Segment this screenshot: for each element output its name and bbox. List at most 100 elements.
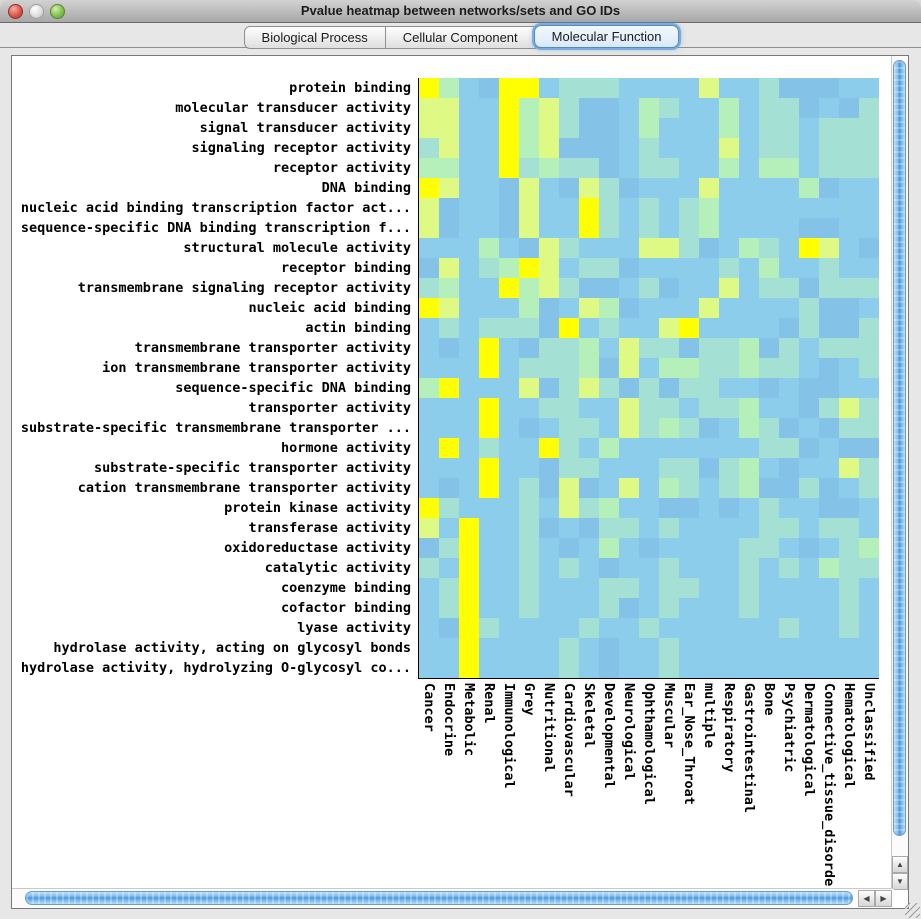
heatmap-cell bbox=[579, 638, 599, 658]
heatmap-cell bbox=[819, 398, 839, 418]
heatmap-cell bbox=[799, 518, 819, 538]
heatmap-cell bbox=[679, 178, 699, 198]
heatmap-cell bbox=[539, 478, 559, 498]
heatmap-cell bbox=[699, 178, 719, 198]
heatmap-cell bbox=[799, 118, 819, 138]
heatmap-cell bbox=[659, 498, 679, 518]
row-label: transferase activity bbox=[248, 520, 411, 536]
scroll-right-button[interactable]: ▶ bbox=[875, 890, 892, 907]
heatmap-cell bbox=[499, 538, 519, 558]
heatmap-cell bbox=[519, 358, 539, 378]
scroll-up-button[interactable]: ▲ bbox=[892, 856, 908, 873]
tab-molecular-function[interactable]: Molecular Function bbox=[533, 25, 680, 48]
row-label: coenzyme binding bbox=[280, 580, 411, 596]
heatmap-cell bbox=[639, 278, 659, 298]
heatmap-cell bbox=[599, 318, 619, 338]
heatmap-cell bbox=[459, 458, 479, 478]
heatmap-cell bbox=[739, 378, 759, 398]
heatmap-cell bbox=[639, 538, 659, 558]
heatmap-cell bbox=[639, 638, 659, 658]
scroll-left-button[interactable]: ◀ bbox=[858, 890, 875, 907]
heatmap-cell bbox=[499, 398, 519, 418]
column-label: Hematological bbox=[841, 683, 857, 789]
heatmap-cell bbox=[779, 558, 799, 578]
heatmap-cell bbox=[499, 258, 519, 278]
left-arrow-icon: ◀ bbox=[863, 894, 870, 903]
heatmap-cell bbox=[539, 618, 559, 638]
heatmap-cell bbox=[539, 98, 559, 118]
heatmap-cell bbox=[659, 518, 679, 538]
heatmap-cell bbox=[639, 418, 659, 438]
heatmap-cell bbox=[439, 438, 459, 458]
heatmap-cell bbox=[439, 458, 459, 478]
heatmap-cell bbox=[439, 578, 459, 598]
heatmap-cell bbox=[819, 618, 839, 638]
close-button[interactable] bbox=[8, 4, 23, 19]
vertical-scrollbar[interactable]: ▲ ▼ bbox=[891, 56, 908, 891]
heatmap-cell bbox=[839, 618, 859, 638]
heatmap-cell bbox=[699, 398, 719, 418]
heatmap-cell bbox=[759, 98, 779, 118]
heatmap-cell bbox=[579, 198, 599, 218]
titlebar[interactable]: Pvalue heatmap between networks/sets and… bbox=[0, 0, 921, 23]
heatmap-cell bbox=[839, 118, 859, 138]
heatmap-cell bbox=[659, 618, 679, 638]
window-title: Pvalue heatmap between networks/sets and… bbox=[300, 3, 621, 18]
heatmap-cell bbox=[599, 358, 619, 378]
heatmap-cell bbox=[519, 598, 539, 618]
heatmap-cell bbox=[559, 478, 579, 498]
horizontal-scrollbar-thumb[interactable] bbox=[25, 891, 853, 905]
heatmap-cell bbox=[519, 638, 539, 658]
heatmap-cell bbox=[699, 278, 719, 298]
tab-cellular-component[interactable]: Cellular Component bbox=[385, 26, 536, 49]
heatmap-cell bbox=[799, 578, 819, 598]
heatmap-cell bbox=[579, 558, 599, 578]
heatmap-cell bbox=[659, 198, 679, 218]
heatmap-cell bbox=[599, 238, 619, 258]
column-labels: Cancer Endocrine Metabolic Renal Immunologic… bbox=[419, 683, 879, 909]
heatmap-cell bbox=[619, 618, 639, 638]
heatmap-cell bbox=[739, 658, 759, 678]
heatmap-cell bbox=[479, 318, 499, 338]
heatmap-cell bbox=[599, 198, 619, 218]
resize-grip[interactable] bbox=[905, 903, 920, 918]
heatmap-cell bbox=[579, 478, 599, 498]
heatmap-cell bbox=[459, 578, 479, 598]
heatmap-cell bbox=[779, 498, 799, 518]
heatmap-cell bbox=[719, 558, 739, 578]
column-label: Nutritional bbox=[541, 683, 557, 773]
heatmap-cell bbox=[559, 498, 579, 518]
heatmap-cell bbox=[419, 298, 439, 318]
zoom-button[interactable] bbox=[50, 4, 65, 19]
heatmap-cell bbox=[439, 518, 459, 538]
minimize-button[interactable] bbox=[29, 4, 44, 19]
heatmap-cell bbox=[599, 258, 619, 278]
heatmap-cell bbox=[499, 558, 519, 578]
heatmap-cell bbox=[499, 118, 519, 138]
heatmap-cell bbox=[679, 278, 699, 298]
tab-biological-process[interactable]: Biological Process bbox=[243, 26, 386, 49]
heatmap-cell bbox=[419, 98, 439, 118]
heatmap-cell bbox=[679, 198, 699, 218]
scroll-down-button[interactable]: ▼ bbox=[892, 873, 908, 890]
heatmap-cell bbox=[859, 198, 879, 218]
heatmap-cell bbox=[759, 378, 779, 398]
heatmap-cell bbox=[699, 338, 719, 358]
heatmap-cell bbox=[439, 278, 459, 298]
heatmap-cell bbox=[619, 178, 639, 198]
heatmap-cell bbox=[619, 398, 639, 418]
horizontal-scrollbar[interactable]: ◀ ▶ bbox=[12, 888, 894, 908]
heatmap-cell bbox=[859, 258, 879, 278]
heatmap-cell bbox=[779, 658, 799, 678]
heatmap-cell bbox=[799, 638, 819, 658]
heatmap-cell bbox=[819, 138, 839, 158]
heatmap-cell bbox=[799, 538, 819, 558]
heatmap-cell bbox=[819, 518, 839, 538]
heatmap-cell bbox=[599, 538, 619, 558]
heatmap-cell bbox=[539, 278, 559, 298]
vertical-scrollbar-thumb[interactable] bbox=[893, 60, 906, 836]
heatmap-cell bbox=[599, 158, 619, 178]
heatmap-cell bbox=[499, 298, 519, 318]
heatmap-cell bbox=[539, 178, 559, 198]
heatmap-cell bbox=[479, 238, 499, 258]
